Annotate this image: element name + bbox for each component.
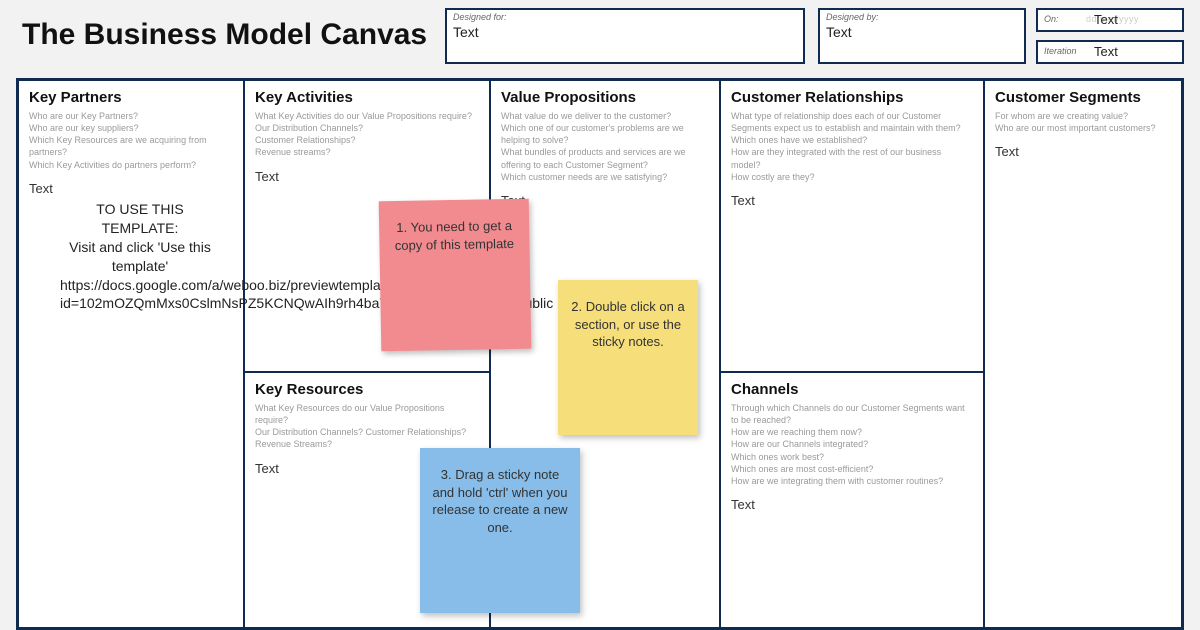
cell-hint-key-resources: What Key Resources do our Value Proposit…: [255, 402, 479, 451]
designed-for-field[interactable]: Designed for: Text: [445, 8, 805, 64]
designed-for-value: Text: [453, 24, 479, 40]
cell-customer-segments[interactable]: Customer Segments For whom are we creati…: [985, 81, 1185, 627]
on-label: On:: [1044, 14, 1059, 24]
designed-for-label: Designed for:: [453, 12, 507, 22]
sticky-note-1-text: 1. You need to get a copy of this templa…: [395, 218, 514, 253]
cell-hint-key-activities: What Key Activities do our Value Proposi…: [255, 110, 479, 159]
header-bar: The Business Model Canvas Designed for: …: [0, 0, 1200, 68]
on-value: Text: [1094, 12, 1118, 27]
cell-title-key-resources: Key Resources: [255, 381, 479, 398]
on-date-field[interactable]: On: dd/mm/yyyy Text: [1036, 8, 1184, 32]
cell-text-channels: Text: [731, 497, 973, 512]
cell-hint-customer-segments: For whom are we creating value? Who are …: [995, 110, 1175, 134]
cell-key-partners[interactable]: Key Partners Who are our Key Partners? W…: [19, 81, 243, 627]
cell-hint-channels: Through which Channels do our Customer S…: [731, 402, 973, 487]
designed-by-field[interactable]: Designed by: Text: [818, 8, 1026, 64]
sticky-note-3-text: 3. Drag a sticky note and hold 'ctrl' wh…: [432, 467, 567, 535]
cell-title-value-propositions: Value Propositions: [501, 89, 709, 106]
cell-title-key-partners: Key Partners: [29, 89, 233, 106]
page-title: The Business Model Canvas: [22, 18, 427, 52]
cell-hint-key-partners: Who are our Key Partners? Who are our ke…: [29, 110, 233, 171]
iteration-label: Iteration: [1044, 46, 1077, 56]
cell-title-channels: Channels: [731, 381, 973, 398]
cell-hint-value-propositions: What value do we deliver to the customer…: [501, 110, 709, 183]
cell-text-customer-relationships: Text: [731, 193, 973, 208]
sticky-note-2-text: 2. Double click on a section, or use the…: [571, 299, 684, 349]
instructions-text: TO USE THIS TEMPLATE: Visit and click 'U…: [60, 200, 220, 313]
page-root: The Business Model Canvas Designed for: …: [0, 0, 1200, 630]
cell-title-customer-relationships: Customer Relationships: [731, 89, 973, 106]
cell-text-key-activities: Text: [255, 169, 479, 184]
cell-text-customer-segments: Text: [995, 144, 1175, 159]
cell-text-value-propositions: Text: [501, 193, 709, 208]
cell-customer-relationships[interactable]: Customer Relationships What type of rela…: [721, 81, 983, 371]
cell-title-customer-segments: Customer Segments: [995, 89, 1175, 106]
cell-channels[interactable]: Channels Through which Channels do our C…: [721, 373, 983, 630]
sticky-note-3[interactable]: 3. Drag a sticky note and hold 'ctrl' wh…: [420, 448, 580, 613]
cell-hint-customer-relationships: What type of relationship does each of o…: [731, 110, 973, 183]
designed-by-label: Designed by:: [826, 12, 879, 22]
cell-text-key-partners: Text: [29, 181, 233, 196]
sticky-note-2[interactable]: 2. Double click on a section, or use the…: [558, 280, 698, 435]
cell-title-key-activities: Key Activities: [255, 89, 479, 106]
iteration-value: Text: [1094, 44, 1118, 59]
sticky-note-1[interactable]: 1. You need to get a copy of this templa…: [379, 199, 532, 352]
iteration-field[interactable]: Iteration Text: [1036, 40, 1184, 64]
designed-by-value: Text: [826, 24, 852, 40]
